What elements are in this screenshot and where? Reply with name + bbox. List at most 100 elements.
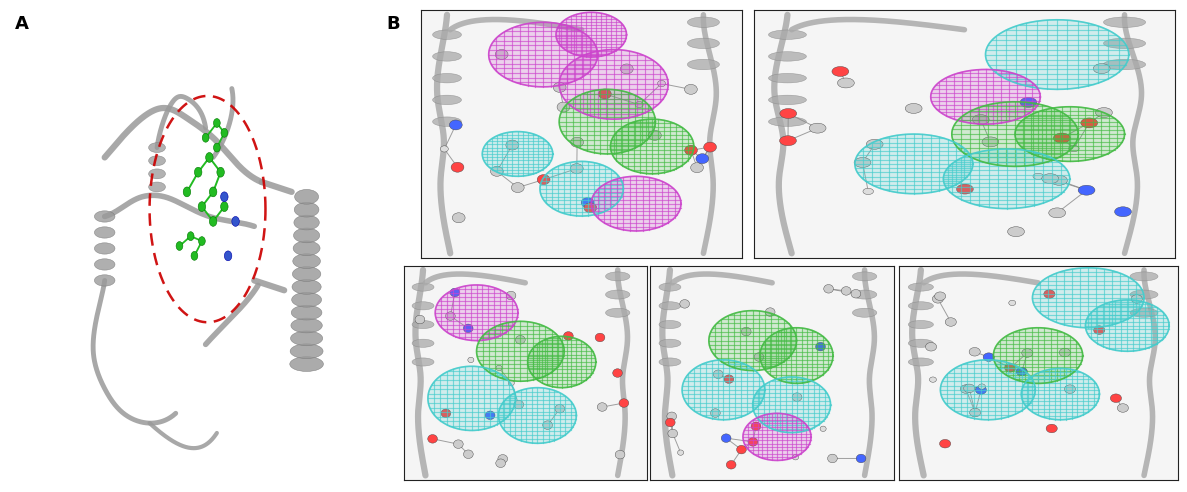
Text: B: B <box>386 15 400 33</box>
Circle shape <box>1093 63 1110 73</box>
Polygon shape <box>489 22 597 87</box>
Circle shape <box>582 198 594 208</box>
Circle shape <box>856 454 867 463</box>
Circle shape <box>940 439 951 448</box>
Circle shape <box>827 454 837 462</box>
Circle shape <box>972 115 989 124</box>
Circle shape <box>648 130 661 140</box>
Circle shape <box>1068 146 1079 152</box>
Circle shape <box>667 412 677 421</box>
Ellipse shape <box>95 259 115 270</box>
Circle shape <box>658 80 666 87</box>
Circle shape <box>597 403 607 411</box>
Circle shape <box>1059 348 1071 357</box>
Polygon shape <box>952 102 1078 166</box>
Circle shape <box>1004 364 1016 372</box>
Ellipse shape <box>1130 290 1159 299</box>
Circle shape <box>564 332 573 340</box>
Circle shape <box>748 437 757 446</box>
Ellipse shape <box>908 358 933 366</box>
Circle shape <box>515 336 525 344</box>
Circle shape <box>867 139 883 149</box>
Polygon shape <box>709 310 796 370</box>
Ellipse shape <box>687 59 719 70</box>
Circle shape <box>188 232 193 241</box>
Ellipse shape <box>291 305 322 320</box>
Circle shape <box>214 119 221 127</box>
Circle shape <box>1008 227 1024 237</box>
Circle shape <box>440 146 449 152</box>
Circle shape <box>1050 175 1067 185</box>
Circle shape <box>463 324 474 333</box>
Circle shape <box>191 251 198 260</box>
Ellipse shape <box>292 267 320 281</box>
Circle shape <box>453 440 463 448</box>
Circle shape <box>1065 385 1075 394</box>
Ellipse shape <box>908 302 933 310</box>
Circle shape <box>514 400 523 409</box>
Circle shape <box>512 183 525 192</box>
Circle shape <box>598 89 611 99</box>
Polygon shape <box>940 360 1035 420</box>
Circle shape <box>1033 173 1043 180</box>
Circle shape <box>221 128 228 137</box>
Circle shape <box>1110 394 1122 402</box>
Polygon shape <box>528 337 596 388</box>
Ellipse shape <box>768 95 806 105</box>
Circle shape <box>221 202 228 212</box>
Ellipse shape <box>768 73 806 83</box>
Ellipse shape <box>290 344 323 359</box>
Circle shape <box>496 459 506 467</box>
Circle shape <box>820 426 826 431</box>
Ellipse shape <box>432 30 462 39</box>
Polygon shape <box>1021 369 1099 420</box>
Circle shape <box>538 175 550 184</box>
Circle shape <box>445 312 456 320</box>
Ellipse shape <box>852 308 877 317</box>
Ellipse shape <box>412 358 434 366</box>
Circle shape <box>960 385 971 393</box>
Circle shape <box>1049 208 1066 218</box>
Polygon shape <box>436 285 518 340</box>
Circle shape <box>1043 290 1055 298</box>
Circle shape <box>209 216 217 226</box>
Polygon shape <box>994 328 1083 383</box>
Circle shape <box>842 287 851 295</box>
Ellipse shape <box>908 320 933 329</box>
Polygon shape <box>556 12 627 57</box>
Circle shape <box>982 137 998 147</box>
Circle shape <box>415 315 425 324</box>
Circle shape <box>195 167 202 177</box>
Polygon shape <box>760 328 833 383</box>
Ellipse shape <box>659 320 681 329</box>
Ellipse shape <box>432 52 462 61</box>
Circle shape <box>202 133 209 142</box>
Ellipse shape <box>768 52 806 61</box>
Polygon shape <box>610 119 693 174</box>
Ellipse shape <box>291 318 323 333</box>
Circle shape <box>685 145 698 155</box>
Circle shape <box>571 137 584 147</box>
Ellipse shape <box>294 189 318 204</box>
Polygon shape <box>1033 268 1144 328</box>
Ellipse shape <box>291 331 323 346</box>
Ellipse shape <box>432 117 462 126</box>
Polygon shape <box>743 413 811 461</box>
Circle shape <box>934 292 946 301</box>
Circle shape <box>427 434 438 443</box>
Circle shape <box>793 455 799 460</box>
Circle shape <box>595 333 605 342</box>
Ellipse shape <box>290 357 323 371</box>
Circle shape <box>810 123 826 133</box>
Circle shape <box>970 408 980 417</box>
Circle shape <box>490 166 503 176</box>
Circle shape <box>945 318 957 326</box>
Circle shape <box>666 418 675 427</box>
Ellipse shape <box>432 73 462 83</box>
Ellipse shape <box>659 339 681 347</box>
Circle shape <box>556 404 565 413</box>
Circle shape <box>1078 185 1094 195</box>
Polygon shape <box>855 134 973 194</box>
Polygon shape <box>540 161 623 216</box>
Circle shape <box>217 167 224 177</box>
